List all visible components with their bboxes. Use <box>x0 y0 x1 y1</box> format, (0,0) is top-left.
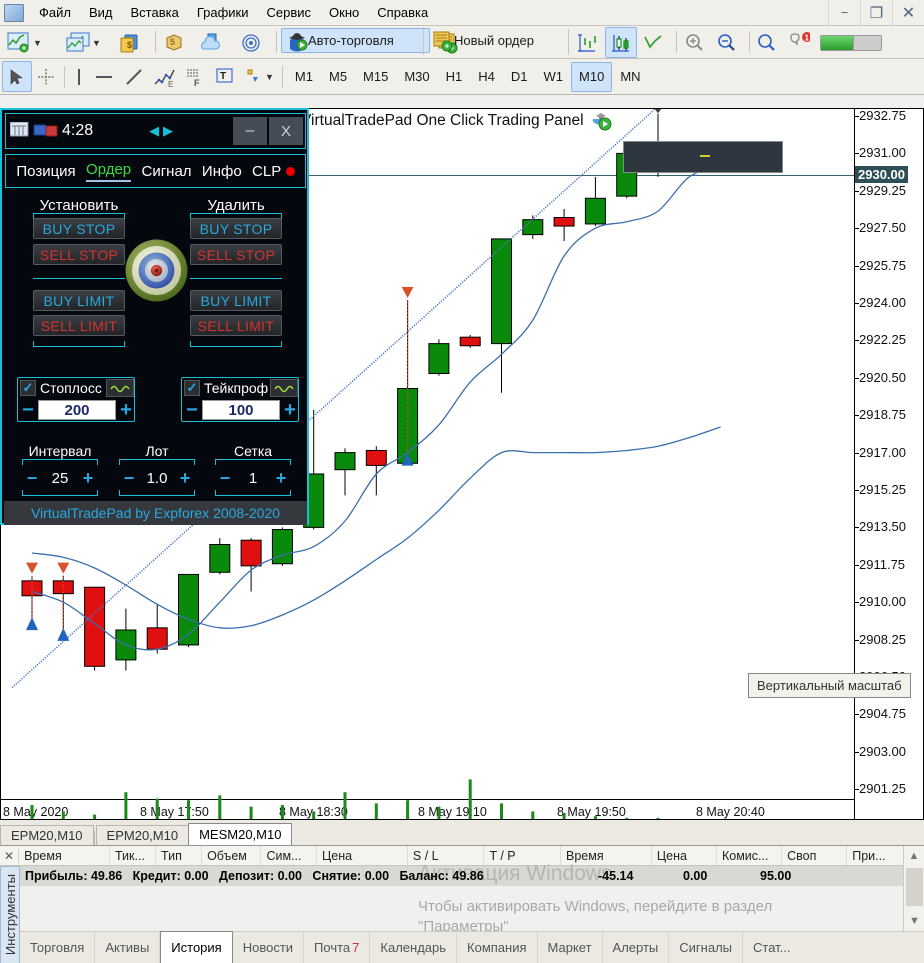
svg-text:5: 5 <box>170 37 175 47</box>
svg-text:F: F <box>194 78 200 87</box>
svg-text:T: T <box>220 71 226 82</box>
svg-text:$: $ <box>127 40 132 50</box>
svg-text:E: E <box>168 80 173 88</box>
svg-text:1: 1 <box>805 33 810 42</box>
